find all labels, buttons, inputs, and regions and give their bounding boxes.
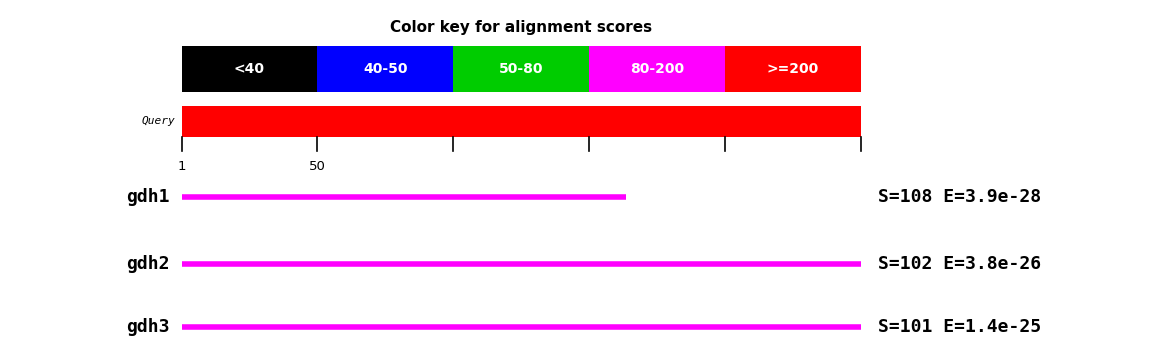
Text: <40: <40 [234,62,265,76]
Text: gdh2: gdh2 [126,255,170,273]
Bar [725,46,861,92]
Text: 40-50: 40-50 [363,62,408,76]
Text: gdh1: gdh1 [126,188,170,206]
Text: Color key for alignment scores: Color key for alignment scores [390,20,652,35]
Text: S=102 E=3.8e-26: S=102 E=3.8e-26 [878,255,1041,273]
Text: 80-200: 80-200 [630,62,684,76]
Bar [182,46,317,92]
Bar [453,46,589,92]
Text: 50-80: 50-80 [499,62,543,76]
Text: 50: 50 [309,160,326,173]
Bar [317,46,453,92]
Bar [589,46,725,92]
Text: Query: Query [142,117,176,126]
Text: gdh3: gdh3 [126,318,170,337]
Bar [182,106,861,137]
Text: >=200: >=200 [767,62,819,76]
Text: 1: 1 [177,160,186,173]
Text: S=101 E=1.4e-25: S=101 E=1.4e-25 [878,318,1041,337]
Text: S=108 E=3.9e-28: S=108 E=3.9e-28 [878,188,1041,206]
